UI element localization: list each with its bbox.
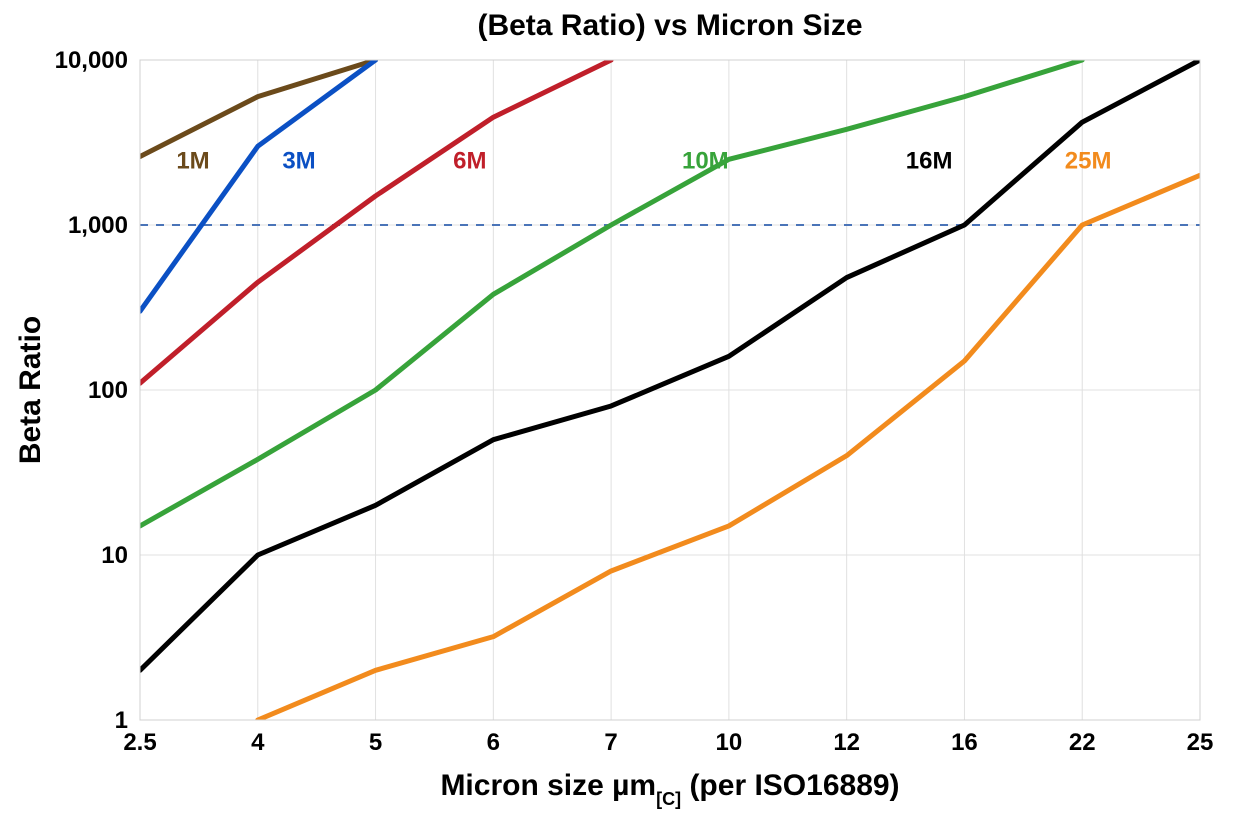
x-tick-label: 4 bbox=[251, 729, 265, 756]
series-label-3M: 3M bbox=[282, 148, 315, 175]
x-axis-label-sub: [C] bbox=[656, 789, 681, 809]
x-tick-label: 12 bbox=[833, 729, 860, 756]
x-tick-label: 25 bbox=[1187, 729, 1214, 756]
chart-title: (Beta Ratio) vs Micron Size bbox=[477, 9, 862, 42]
x-axis-title: Micron size µm[C] (per ISO16889) bbox=[440, 769, 899, 809]
y-tick-label: 10 bbox=[101, 542, 128, 569]
x-tick-label: 5 bbox=[369, 729, 382, 756]
x-tick-label: 2.5 bbox=[123, 729, 156, 756]
x-axis-label-suffix: (per ISO16889) bbox=[681, 769, 899, 802]
series-label-16M: 16M bbox=[906, 148, 953, 175]
x-axis-label-main: Micron size µm bbox=[440, 769, 656, 802]
chart-container: 1M 3M 6M 10M 16M 25M 2.5 4 5 6 7 10 12 16 22 25 1 10 100 1,… bbox=[0, 0, 1237, 819]
x-tick-label: 10 bbox=[716, 729, 743, 756]
y-tick-label: 1 bbox=[115, 707, 128, 734]
x-tick-label: 6 bbox=[487, 729, 500, 756]
chart-svg: 1M 3M 6M 10M 16M 25M 2.5 4 5 6 7 10 12 16 22 25 1 10 100 1,… bbox=[0, 0, 1237, 819]
series-label-10M: 10M bbox=[682, 148, 729, 175]
y-tick-label: 1,000 bbox=[68, 212, 128, 239]
x-tick-label: 22 bbox=[1069, 729, 1096, 756]
y-axis-title: Beta Ratio bbox=[14, 316, 47, 464]
series-label-25M: 25M bbox=[1065, 148, 1112, 175]
series-label-6M: 6M bbox=[453, 148, 486, 175]
x-tick-label: 16 bbox=[951, 729, 978, 756]
series-label-1M: 1M bbox=[176, 148, 209, 175]
y-tick-label: 100 bbox=[88, 377, 128, 404]
y-tick-label: 10,000 bbox=[55, 47, 128, 74]
x-tick-label: 7 bbox=[604, 729, 617, 756]
